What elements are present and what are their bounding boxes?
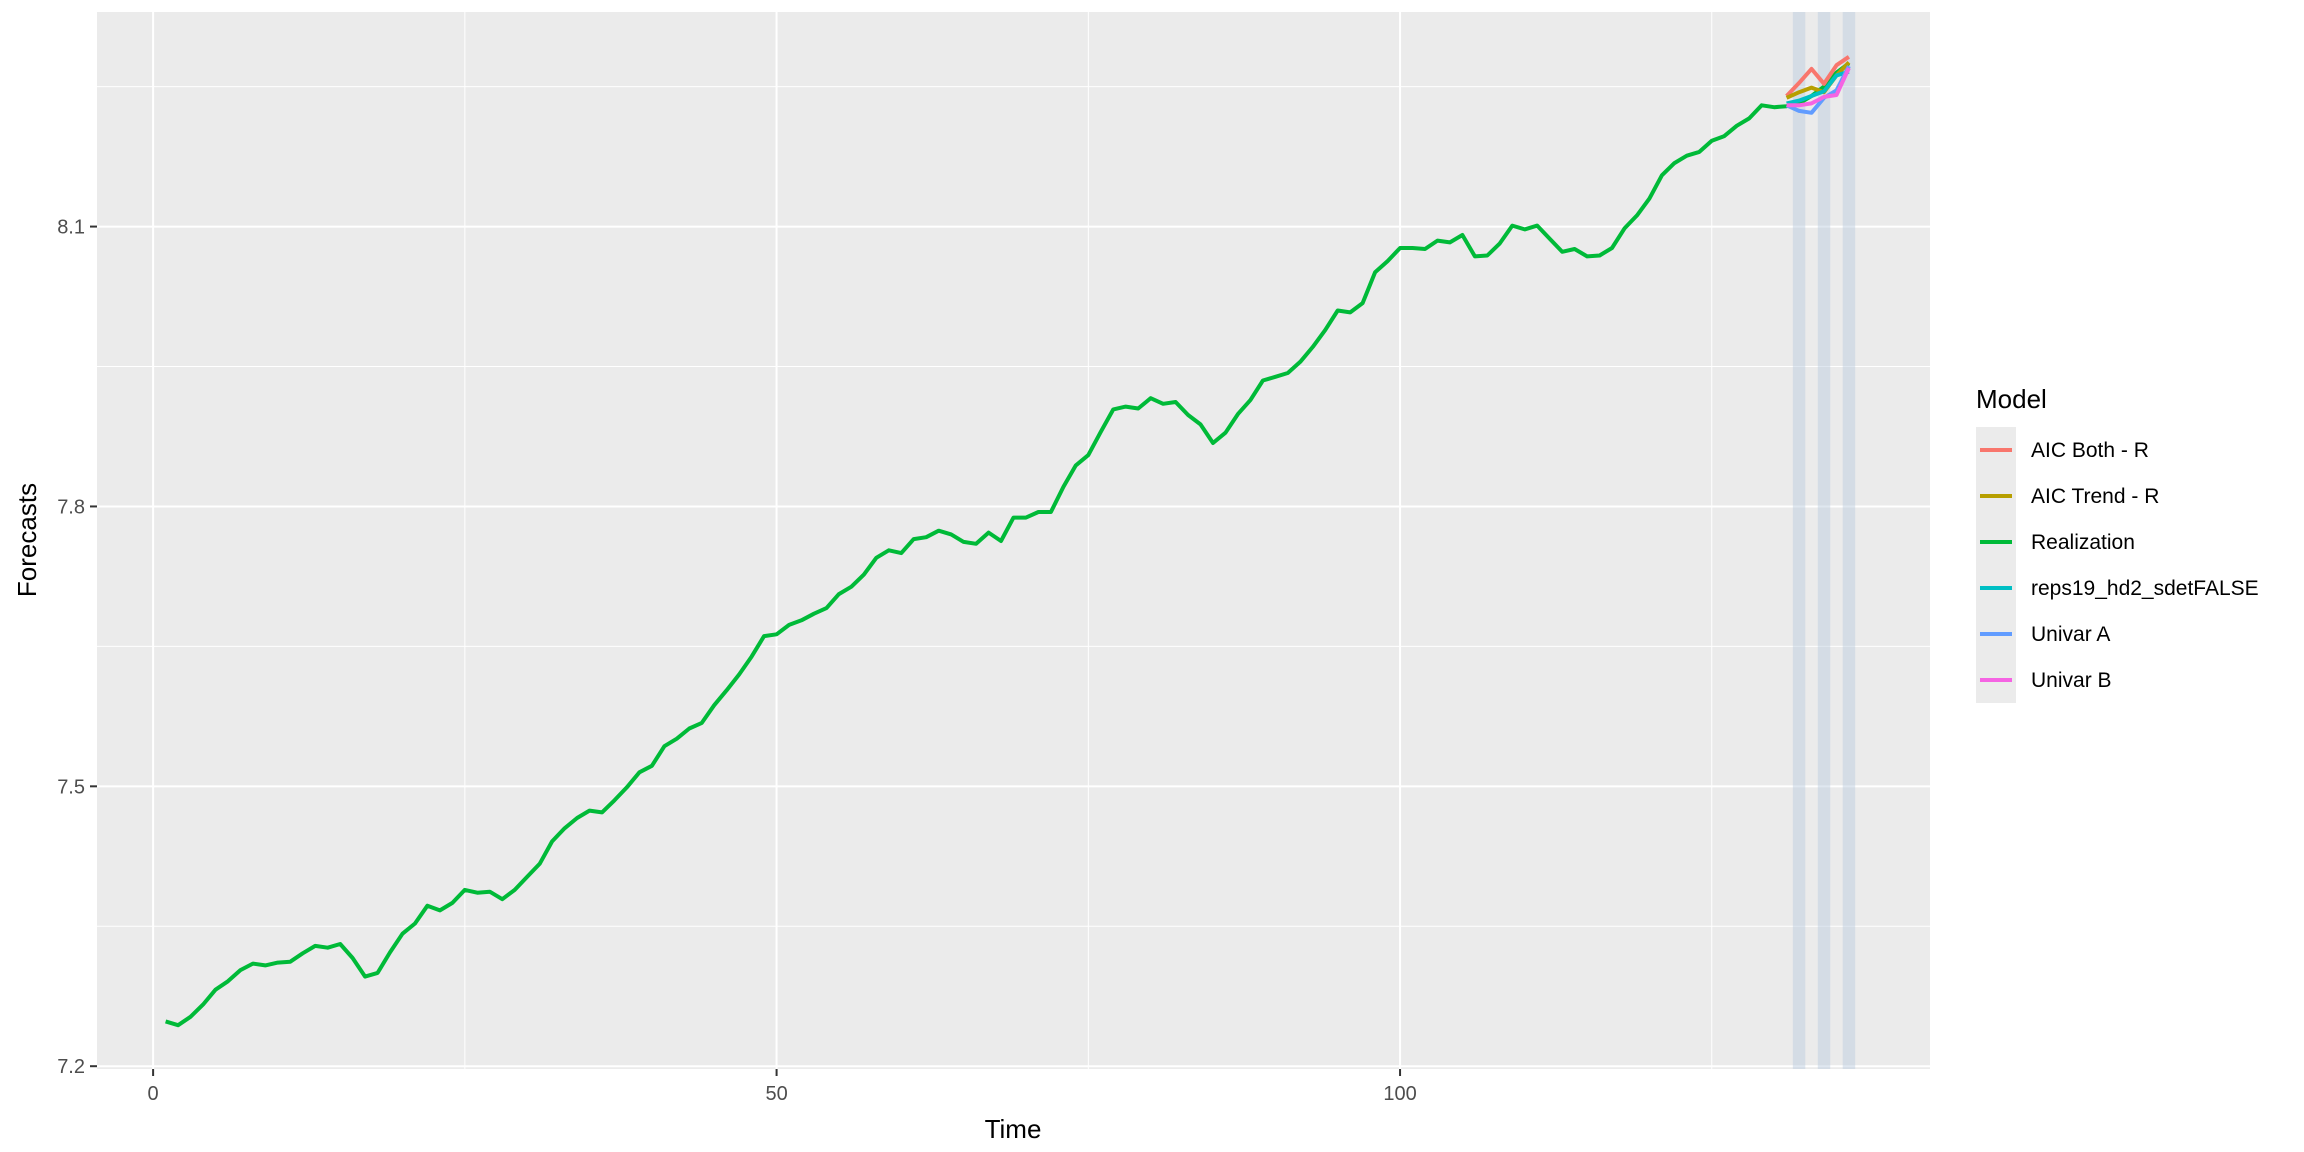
forecast-bands (1792, 12, 1856, 1069)
forecast-band-1 (1792, 12, 1806, 1069)
minor-gridlines (97, 12, 1930, 1069)
forecast-band-2 (1817, 12, 1831, 1069)
legend-label: Univar A (2031, 623, 2110, 646)
series-line-univar-b (1786, 67, 1851, 108)
x-tick-label: 0 (148, 1083, 159, 1105)
x-tick-label: 50 (765, 1083, 787, 1105)
x-tick-label: 100 (1383, 1083, 1416, 1105)
legend-title: Model (1976, 384, 2047, 414)
forecast-band-3 (1842, 12, 1856, 1069)
y-tick-label: 8.1 (57, 217, 85, 239)
series-line-aic-both-r (1785, 55, 1851, 98)
series-line-reps19-hd2-sdetfalse (1786, 69, 1850, 106)
legend-label: AIC Both - R (2031, 439, 2149, 462)
legend-label: Realization (2031, 531, 2135, 554)
x-axis-title: Time (985, 1114, 1042, 1144)
series-line-realization (165, 61, 1851, 1028)
y-tick-label: 7.5 (57, 776, 85, 798)
y-axis: 7.2 7.5 7.8 8.1 (57, 217, 97, 1078)
y-tick-label: 7.8 (57, 496, 85, 518)
legend: Model AIC Both - R AIC Trend - R Realizati… (1976, 384, 2259, 703)
legend-label: Univar B (2031, 669, 2112, 692)
legend-label: AIC Trend - R (2031, 485, 2159, 508)
series-layer (165, 55, 1851, 1028)
legend-label: reps19_hd2_sdetFALSE (2031, 577, 2259, 600)
y-tick-label: 7.2 (57, 1056, 85, 1078)
x-axis: 0 50 100 (148, 1069, 1417, 1105)
y-axis-title: Forecasts (12, 483, 42, 597)
panel-background (97, 12, 1930, 1069)
